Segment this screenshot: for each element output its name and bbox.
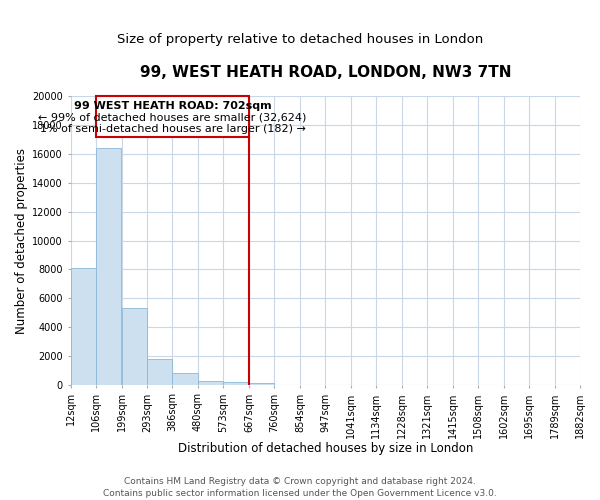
Bar (147, 360, 172, 384)
Bar (121, 308, 147, 384)
Y-axis label: Number of detached properties: Number of detached properties (15, 148, 28, 334)
Bar (198, 381, 223, 384)
Bar (172, 374, 198, 384)
Bar (96, 148, 121, 384)
Text: 99 WEST HEATH ROAD: 702sqm: 99 WEST HEATH ROAD: 702sqm (74, 101, 271, 111)
X-axis label: Distribution of detached houses by size in London: Distribution of detached houses by size … (178, 442, 473, 455)
Title: 99, WEST HEATH ROAD, LONDON, NW3 7TN: 99, WEST HEATH ROAD, LONDON, NW3 7TN (140, 65, 511, 80)
FancyBboxPatch shape (96, 96, 249, 137)
Bar (223, 382, 249, 384)
Text: Contains HM Land Registry data © Crown copyright and database right 2024.
Contai: Contains HM Land Registry data © Crown c… (103, 476, 497, 498)
Text: ← 99% of detached houses are smaller (32,624): ← 99% of detached houses are smaller (32… (38, 112, 307, 122)
Text: 1% of semi-detached houses are larger (182) →: 1% of semi-detached houses are larger (1… (40, 124, 305, 134)
Text: Size of property relative to detached houses in London: Size of property relative to detached ho… (117, 32, 483, 46)
Bar (71, 268, 96, 384)
